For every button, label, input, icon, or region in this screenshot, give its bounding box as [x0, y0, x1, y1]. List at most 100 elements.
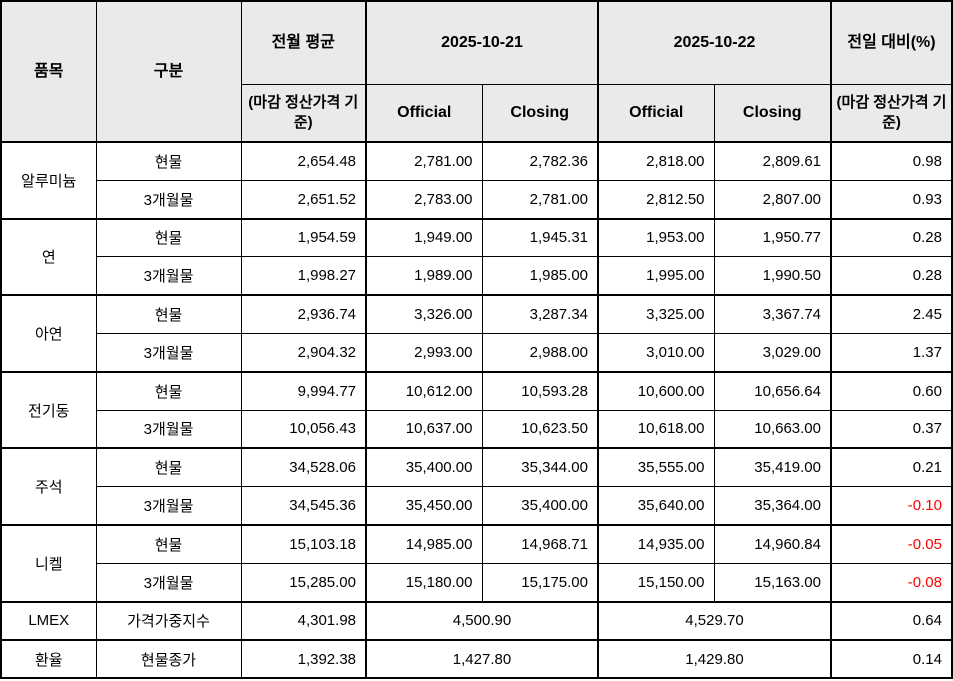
col-header-date-2: 2025-10-22 [597, 0, 832, 85]
date1-closing-cell: 35,400.00 [481, 486, 599, 526]
date1-official-cell: 15,180.00 [365, 562, 483, 603]
prev-month-avg-cell: 4,301.98 [240, 600, 367, 641]
date2-official-cell: 14,935.00 [597, 523, 715, 564]
category-cell: 3개월물 [95, 179, 242, 220]
table-row: 3개월물 34,545.36 35,450.00 35,400.00 35,640.00… [1, 486, 953, 526]
date2-official-cell: 35,555.00 [597, 447, 715, 488]
table-row: 3개월물 1,998.27 1,989.00 1,985.00 1,995.00 1,99… [1, 256, 953, 296]
date1-closing-cell: 2,988.00 [481, 332, 599, 373]
prev-month-avg-cell: 2,654.48 [240, 140, 367, 181]
date2-closing-cell: 35,364.00 [713, 486, 832, 526]
date2-official-cell: 1,995.00 [597, 256, 715, 296]
prev-month-avg-cell: 2,904.32 [240, 332, 367, 373]
col-header-category: 구분 [95, 0, 242, 143]
prev-month-avg-cell: 34,545.36 [240, 486, 367, 526]
date1-closing-cell: 10,593.28 [481, 370, 599, 411]
date2-official-cell: 10,618.00 [597, 409, 715, 449]
date2-closing-cell: 10,663.00 [713, 409, 832, 449]
prev-month-avg-cell: 10,056.43 [240, 409, 367, 449]
table-row: 3개월물 15,285.00 15,180.00 15,175.00 15,150.00… [1, 562, 953, 603]
header-row-2: (마감 정산가격 기준) Official Closing Official C… [1, 83, 953, 143]
daily-change-cell: 0.37 [830, 409, 953, 449]
col-header-item: 품목 [0, 0, 97, 143]
date2-official-cell: 10,600.00 [597, 370, 715, 411]
date2-closing-cell: 35,419.00 [713, 447, 832, 488]
table-body: 알루미늄 현물 2,654.48 2,781.00 2,782.36 2,818.00 2,… [0, 140, 953, 679]
date1-closing-cell: 35,344.00 [481, 447, 599, 488]
daily-change-cell: 2.45 [830, 294, 953, 334]
col-subheader-official-2: Official [597, 83, 715, 143]
prev-month-avg-cell: 15,285.00 [240, 562, 367, 603]
date1-merged-cell: 4,500.90 [365, 600, 599, 641]
daily-change-cell: 1.37 [830, 332, 953, 373]
date2-closing-cell: 3,367.74 [713, 294, 832, 334]
date2-merged-cell: 1,429.80 [597, 638, 832, 679]
table-row: 3개월물 10,056.43 10,637.00 10,623.50 10,618.00… [1, 409, 953, 449]
col-subheader-official-1: Official [365, 83, 483, 143]
col-subheader-change-basis: (마감 정산가격 기준) [830, 83, 953, 143]
table-row: 3개월물 2,651.52 2,783.00 2,781.00 2,812.50 2,80… [1, 179, 953, 220]
date1-closing-cell: 1,945.31 [481, 217, 599, 258]
category-cell: 현물 [95, 447, 242, 488]
date1-official-cell: 1,949.00 [365, 217, 483, 258]
date1-official-cell: 2,783.00 [365, 179, 483, 220]
date2-official-cell: 35,640.00 [597, 486, 715, 526]
date2-closing-cell: 1,990.50 [713, 256, 832, 296]
date2-closing-cell: 3,029.00 [713, 332, 832, 373]
prev-month-avg-cell: 34,528.06 [240, 447, 367, 488]
date2-closing-cell: 2,807.00 [713, 179, 832, 220]
table-row: 주석 현물 34,528.06 35,400.00 35,344.00 35,555.00… [0, 447, 953, 526]
date1-closing-cell: 2,781.00 [481, 179, 599, 220]
date1-official-cell: 2,993.00 [365, 332, 483, 373]
prev-month-avg-cell: 15,103.18 [240, 523, 367, 564]
summary-row: 환율 현물종가 1,392.38 1,427.80 1,429.80 0.14 [0, 638, 953, 679]
category-cell: 가격가중지수 [95, 600, 242, 641]
col-header-change: 전일 대비(%) [830, 0, 953, 85]
daily-change-cell: 0.93 [830, 179, 953, 220]
date2-closing-cell: 15,163.00 [713, 562, 832, 603]
date2-closing-cell: 2,809.61 [713, 140, 832, 181]
date2-closing-cell: 1,950.77 [713, 217, 832, 258]
category-cell: 현물 [95, 140, 242, 181]
date1-closing-cell: 10,623.50 [481, 409, 599, 449]
category-cell: 3개월물 [95, 486, 242, 526]
date1-merged-cell: 1,427.80 [365, 638, 599, 679]
table-row: 아연 현물 2,936.74 3,326.00 3,287.34 3,325.00 3,36… [0, 294, 953, 373]
date2-official-cell: 15,150.00 [597, 562, 715, 603]
date1-official-cell: 14,985.00 [365, 523, 483, 564]
date1-official-cell: 10,637.00 [365, 409, 483, 449]
category-cell: 현물 [95, 217, 242, 258]
prev-month-avg-cell: 9,994.77 [240, 370, 367, 411]
date1-closing-cell: 14,968.71 [481, 523, 599, 564]
table-row: 알루미늄 현물 2,654.48 2,781.00 2,782.36 2,818.00 2,… [0, 140, 953, 220]
table-header: 품목 구분 전월 평균 2025-10-21 2025-10-22 전일 대비(… [0, 0, 953, 143]
date1-official-cell: 3,326.00 [365, 294, 483, 334]
date1-official-cell: 2,781.00 [365, 140, 483, 181]
date1-closing-cell: 1,985.00 [481, 256, 599, 296]
daily-change-cell: 0.14 [830, 638, 953, 679]
prev-month-avg-cell: 1,998.27 [240, 256, 367, 296]
date2-closing-cell: 14,960.84 [713, 523, 832, 564]
item-cell: LMEX [0, 600, 97, 641]
daily-change-cell: 0.98 [830, 140, 953, 181]
daily-change-cell: 0.28 [830, 256, 953, 296]
date1-official-cell: 1,989.00 [365, 256, 483, 296]
date1-closing-cell: 15,175.00 [481, 562, 599, 603]
date2-official-cell: 1,953.00 [597, 217, 715, 258]
table-row: 3개월물 2,904.32 2,993.00 2,988.00 3,010.00 3,02… [1, 332, 953, 373]
item-cell: 연 [0, 217, 97, 296]
daily-change-cell: 0.28 [830, 217, 953, 258]
date2-official-cell: 2,812.50 [597, 179, 715, 220]
date2-official-cell: 2,818.00 [597, 140, 715, 181]
daily-change-cell: 0.64 [830, 600, 953, 641]
category-cell: 현물종가 [95, 638, 242, 679]
date1-official-cell: 35,400.00 [365, 447, 483, 488]
date2-closing-cell: 10,656.64 [713, 370, 832, 411]
col-subheader-closing-2: Closing [713, 83, 832, 143]
category-cell: 3개월물 [95, 562, 242, 603]
table-row: 니켈 현물 15,103.18 14,985.00 14,968.71 14,935.00… [0, 523, 953, 603]
prev-month-avg-cell: 1,954.59 [240, 217, 367, 258]
date1-official-cell: 35,450.00 [365, 486, 483, 526]
col-header-prev-avg: 전월 평균 [240, 0, 367, 85]
